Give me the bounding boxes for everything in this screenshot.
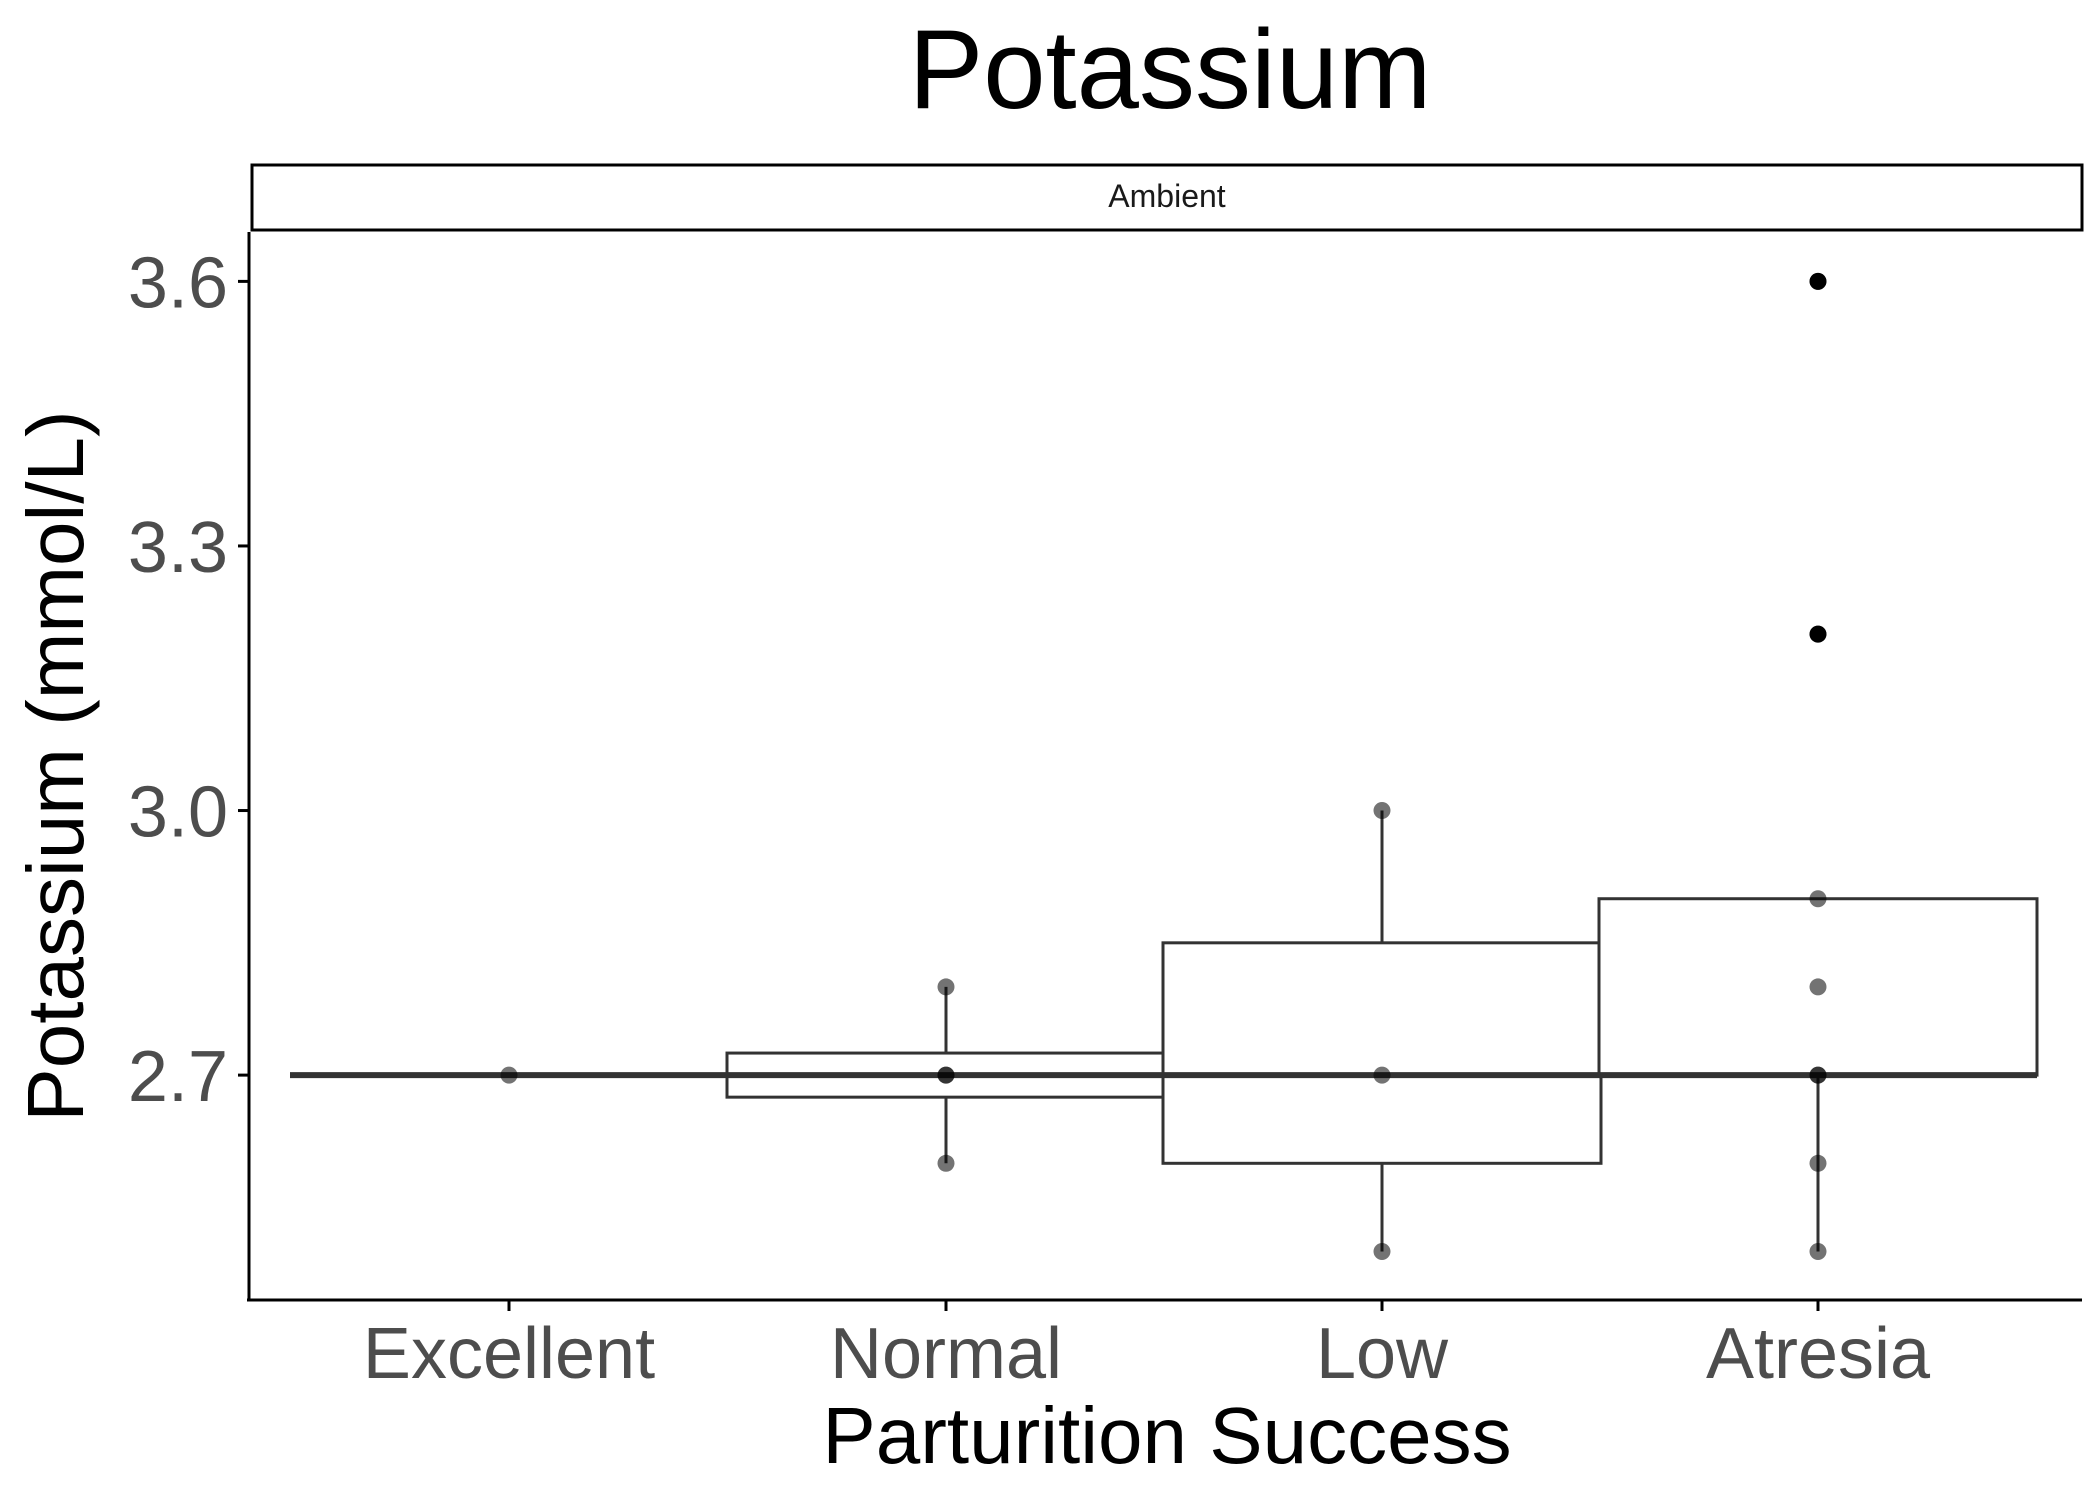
x-axis-ticks: Excellent Normal Low Atresia bbox=[363, 1300, 1931, 1394]
x-tick-label: Normal bbox=[830, 1314, 1062, 1394]
y-tick-label: 3.0 bbox=[128, 773, 228, 853]
data-point bbox=[1809, 625, 1827, 643]
y-tick-label: 2.7 bbox=[128, 1037, 228, 1117]
data-point bbox=[1373, 1242, 1391, 1260]
y-axis-ticks: 2.7 3.0 3.3 3.6 bbox=[128, 243, 249, 1117]
facet-strip bbox=[250, 163, 2084, 232]
data-point bbox=[500, 1066, 518, 1084]
data-point bbox=[1809, 1242, 1827, 1260]
y-axis-title: Potassium (mmol/L) bbox=[11, 410, 100, 1121]
data-point bbox=[1809, 1154, 1827, 1172]
data-point bbox=[1373, 1066, 1391, 1084]
plot-area bbox=[290, 272, 2039, 1260]
data-point bbox=[937, 978, 955, 996]
chart-title: Potassium bbox=[909, 7, 1432, 132]
data-point bbox=[1809, 890, 1827, 908]
box-group-low bbox=[1161, 810, 1603, 1252]
data-point bbox=[1809, 1066, 1827, 1084]
facet-label: Ambient bbox=[1108, 178, 1226, 214]
y-tick-label: 3.3 bbox=[128, 508, 228, 588]
data-point bbox=[1809, 978, 1827, 996]
data-point bbox=[1373, 802, 1391, 820]
x-tick-label: Low bbox=[1316, 1314, 1449, 1394]
data-point bbox=[937, 1154, 955, 1172]
box-group-atresia bbox=[1597, 272, 2039, 1252]
x-tick-label: Excellent bbox=[363, 1314, 655, 1394]
box-rect bbox=[1161, 941, 1603, 1165]
x-tick-label: Atresia bbox=[1706, 1314, 1931, 1394]
data-point bbox=[1809, 272, 1827, 290]
data-point bbox=[937, 1066, 955, 1084]
x-axis-title: Parturition Success bbox=[822, 1391, 1511, 1480]
y-tick-label: 3.6 bbox=[128, 243, 228, 323]
